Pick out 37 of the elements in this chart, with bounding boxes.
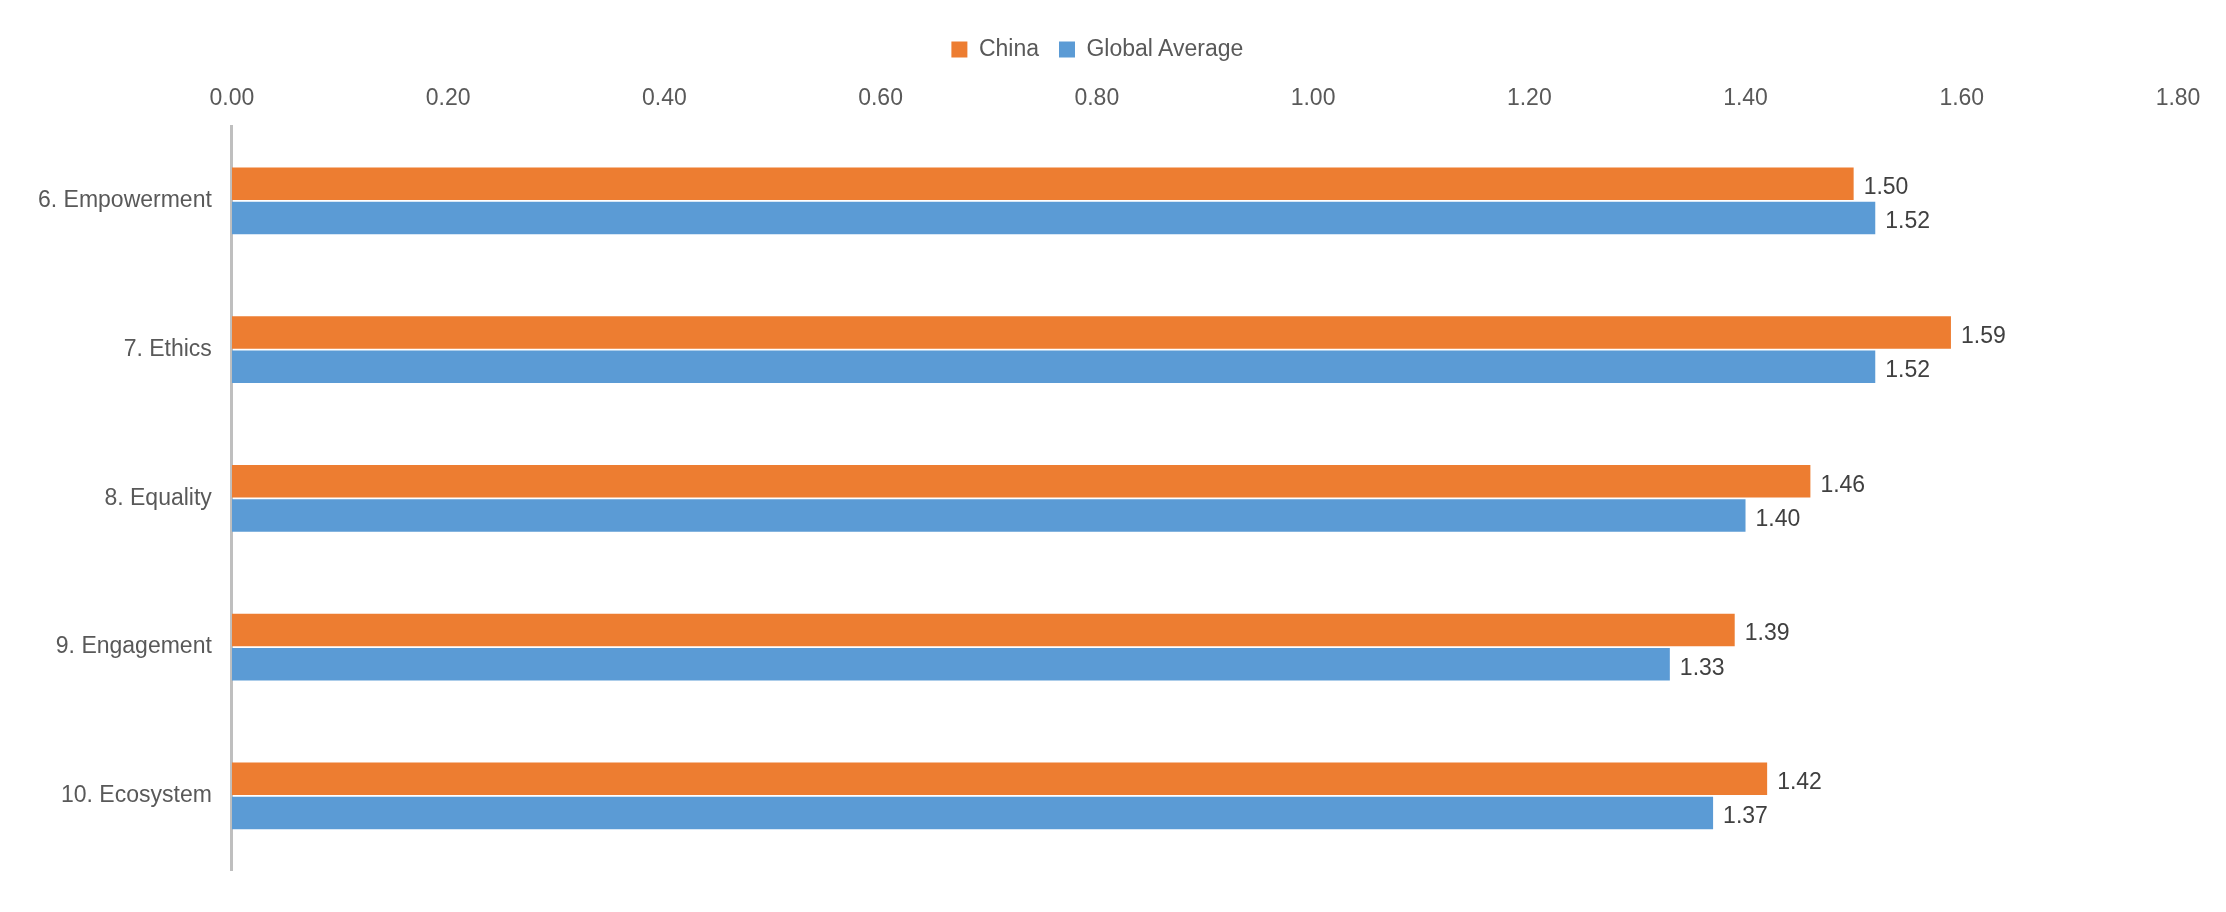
data-label: 1.50 — [1863, 173, 1909, 200]
x-tick-label: 1.20 — [1506, 84, 1552, 111]
bar — [231, 499, 1746, 532]
y-tick-label: 8. Equality — [104, 483, 213, 510]
data-label: 1.40 — [1755, 504, 1801, 531]
x-tick-label: 0.60 — [858, 84, 903, 111]
data-label: 1.59 — [1960, 321, 2006, 348]
data-label: 1.52 — [1885, 207, 1931, 234]
data-label: 1.37 — [1723, 802, 1768, 829]
legend-label: Global Average — [1086, 34, 1244, 61]
data-label: 1.52 — [1885, 356, 1931, 383]
bar — [231, 316, 1951, 349]
bar — [231, 201, 1876, 235]
x-tick-label: 1.80 — [2155, 84, 2201, 111]
data-label: 1.46 — [1820, 470, 1866, 497]
x-tick-label: 0.20 — [425, 84, 471, 111]
data-label: 1.42 — [1777, 768, 1822, 795]
y-tick-label: 7. Ethics — [123, 335, 212, 362]
x-tick-label: 1.00 — [1290, 84, 1336, 111]
legend-label: China — [978, 34, 1040, 61]
bar — [231, 796, 1714, 830]
y-tick-label: 6. Empowerment — [37, 186, 213, 213]
x-tick-label: 0.80 — [1074, 84, 1120, 111]
bar — [231, 465, 1811, 498]
bar — [231, 350, 1876, 384]
x-tick-label: 0.40 — [641, 84, 687, 111]
data-label: 1.39 — [1744, 619, 1790, 646]
x-tick-label: 0.00 — [209, 84, 255, 111]
x-tick-label: 1.40 — [1723, 84, 1768, 111]
x-tick-label: 1.60 — [1939, 84, 1985, 111]
y-tick-label: 9. Engagement — [55, 632, 213, 659]
bar — [231, 762, 1768, 795]
data-label: 1.33 — [1679, 653, 1725, 680]
bar — [231, 647, 1670, 681]
bar — [231, 613, 1735, 647]
bar — [231, 167, 1854, 201]
y-tick-label: 10. Ecosystem — [61, 781, 212, 808]
